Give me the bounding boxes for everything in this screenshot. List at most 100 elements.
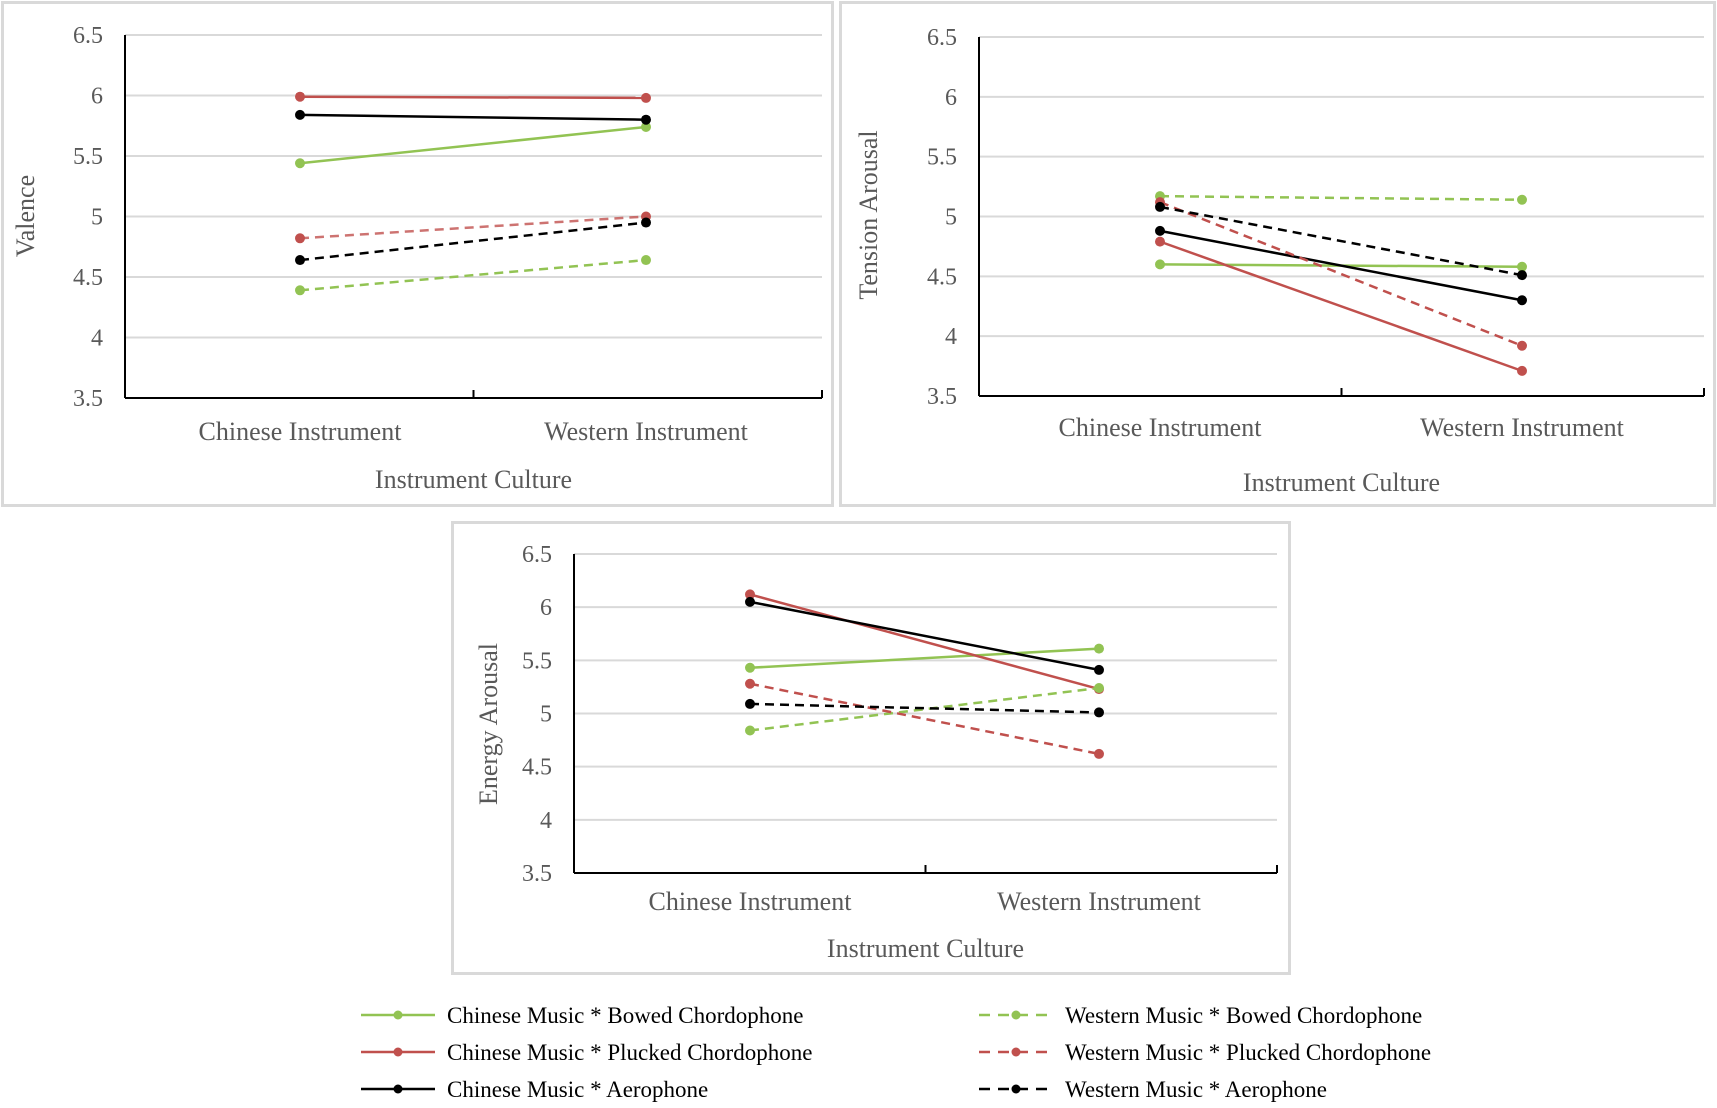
series-line [1159, 229, 1523, 302]
x-category-label: Chinese Instrument [649, 887, 853, 916]
y-tick-label: 4 [91, 326, 103, 352]
data-point [295, 285, 305, 296]
series-line [299, 125, 647, 165]
legend-label: Chinese Music * Plucked Chordophone [447, 1040, 812, 1065]
data-point [745, 589, 755, 600]
series-line [299, 95, 647, 100]
legend-marker [1011, 1010, 1021, 1020]
data-point [745, 662, 755, 673]
data-point [295, 91, 305, 102]
x-axis-title: Instrument Culture [375, 465, 572, 494]
series-line [1159, 200, 1523, 347]
series-line [749, 647, 1100, 670]
legend-marker [1011, 1047, 1021, 1057]
y-tick-label: 5 [91, 205, 103, 231]
legend-marker [393, 1047, 403, 1057]
data-point [641, 217, 651, 228]
data-point [295, 233, 305, 244]
tension-arousal-chart-panel: 3.5 4 4.5 5 5.5 6 6.5 Chinese Instrument Western… [839, 1, 1716, 507]
series-line [1159, 194, 1523, 201]
series-line [299, 215, 647, 240]
y-axis-title: Valence [11, 175, 40, 257]
y-tick-label: 5.5 [73, 144, 103, 170]
x-axis-title: Instrument Culture [827, 934, 1024, 963]
data-point [1517, 365, 1527, 376]
tension-arousal-chart: 3.5 4 4.5 5 5.5 6 6.5 Chinese Instrument Western… [854, 25, 1705, 497]
legend-marker [393, 1010, 403, 1020]
data-point [1517, 261, 1527, 272]
y-tick-label: 5.5 [927, 145, 957, 171]
data-point [1517, 295, 1527, 306]
data-point [745, 678, 755, 689]
series-line [749, 600, 1100, 672]
series-line [299, 113, 647, 121]
valence-chart: 3.5 4 4.5 5 5.5 6 6.5 Chinese Instrument Western… [11, 23, 823, 494]
y-axis-title: Tension Arousal [854, 130, 883, 299]
data-point [295, 158, 305, 169]
data-point [641, 255, 651, 266]
data-point [1155, 201, 1165, 212]
data-point [1094, 664, 1104, 675]
y-tick-label: 6.5 [522, 542, 552, 568]
data-point [1094, 643, 1104, 654]
data-point [1517, 340, 1527, 351]
data-point [745, 725, 755, 736]
energy-arousal-chart: 3.5 4 4.5 5 5.5 6 6.5 Chinese Instrument Western… [474, 542, 1278, 963]
y-tick-label: 5.5 [522, 648, 552, 674]
x-category-label: Chinese Instrument [1059, 413, 1263, 442]
y-tick-label: 6 [540, 595, 552, 621]
data-point [1094, 748, 1104, 759]
x-category-label: Western Instrument [1420, 413, 1624, 442]
legend-label: Western Music * Aerophone [1065, 1077, 1327, 1102]
data-point [1155, 259, 1165, 270]
y-tick-label: 3.5 [73, 386, 103, 412]
y-tick-label: 6.5 [73, 23, 103, 49]
series-line [749, 702, 1100, 714]
y-tick-label: 4.5 [522, 755, 552, 781]
data-point [1094, 682, 1104, 693]
x-category-label: Western Instrument [997, 887, 1201, 916]
chart-legend: Chinese Music * Bowed Chordophone Western… [361, 1003, 1431, 1102]
y-tick-label: 5 [945, 205, 957, 231]
y-tick-label: 4 [945, 324, 957, 350]
data-point [1094, 707, 1104, 718]
valence-chart-panel: 3.5 4 4.5 5 5.5 6 6.5 Chinese Instrument Western… [1, 1, 834, 507]
data-point [295, 255, 305, 266]
legend-marker [393, 1084, 403, 1094]
y-tick-label: 4 [540, 808, 552, 834]
data-point [641, 121, 651, 132]
y-tick-label: 3.5 [522, 861, 552, 887]
data-point [745, 698, 755, 709]
y-tick-label: 6.5 [927, 25, 957, 51]
series-line [749, 686, 1100, 732]
series-line [749, 593, 1100, 691]
x-category-label: Western Instrument [544, 417, 748, 446]
y-tick-label: 4.5 [927, 264, 957, 290]
data-point [1517, 194, 1527, 205]
data-point [295, 109, 305, 120]
data-point [1517, 270, 1527, 281]
series-line [749, 682, 1100, 756]
data-point [641, 114, 651, 125]
legend-label: Chinese Music * Bowed Chordophone [447, 1003, 803, 1028]
y-tick-label: 5 [540, 702, 552, 728]
y-tick-label: 3.5 [927, 384, 957, 410]
legend-label: Western Music * Plucked Chordophone [1065, 1040, 1431, 1065]
series-line [299, 258, 647, 292]
y-tick-label: 6 [945, 85, 957, 111]
y-tick-label: 6 [91, 84, 103, 110]
data-point [1155, 225, 1165, 236]
data-point [745, 596, 755, 607]
series-line [299, 221, 647, 262]
legend-marker [1011, 1084, 1021, 1094]
series-line [1159, 240, 1523, 373]
energy-arousal-chart-panel: 3.5 4 4.5 5 5.5 6 6.5 Chinese Instrument Western… [451, 521, 1291, 975]
data-point [641, 92, 651, 103]
x-axis-title: Instrument Culture [1243, 468, 1440, 497]
series-line [1159, 205, 1523, 277]
legend-label: Chinese Music * Aerophone [447, 1077, 708, 1102]
data-point [1155, 236, 1165, 247]
y-tick-label: 4.5 [73, 265, 103, 291]
y-axis-title: Energy Arousal [474, 643, 503, 805]
legend-label: Western Music * Bowed Chordophone [1065, 1003, 1422, 1028]
